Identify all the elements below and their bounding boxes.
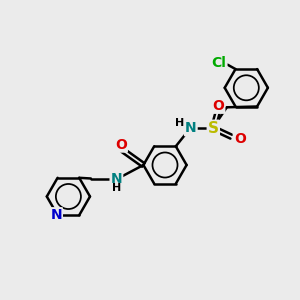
Text: N: N [111,172,122,186]
Text: O: O [234,132,246,146]
Text: Cl: Cl [212,56,226,70]
Text: N: N [185,121,196,135]
Text: O: O [212,99,224,113]
Text: N: N [50,208,62,222]
Text: O: O [115,138,127,152]
Text: H: H [112,183,121,194]
Text: S: S [208,121,219,136]
Text: H: H [175,118,184,128]
